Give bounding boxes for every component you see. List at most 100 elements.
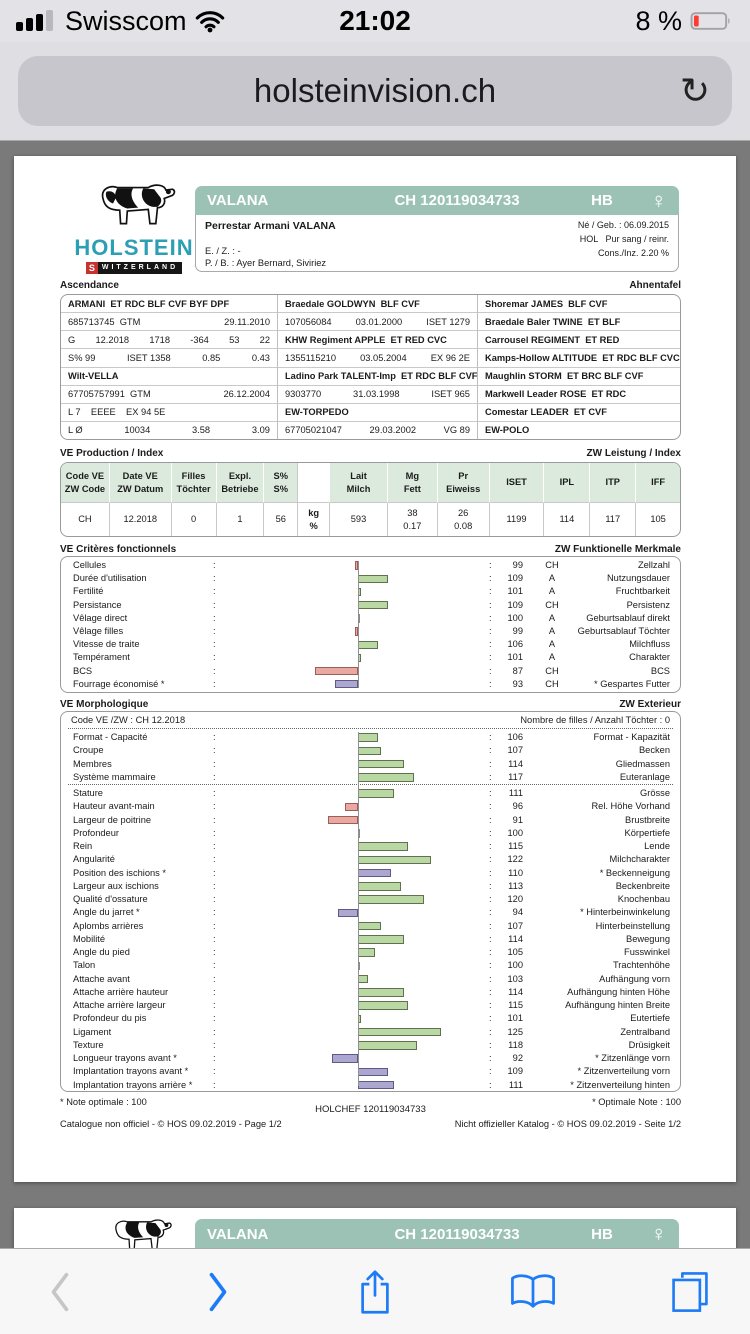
cow-icon bbox=[101, 184, 176, 225]
pedigree-cell: 9303770 31.03.1998 ISET 965 bbox=[278, 386, 477, 404]
pdf-page-2: VALANA CH 120119034733 HB ♀ bbox=[14, 1208, 736, 1248]
pedigree-column: Shoremar JAMES BLF CVF Braedale Baler TWI… bbox=[478, 295, 680, 439]
production-value-cell: 593 bbox=[329, 503, 387, 536]
production-value-cell: 0 bbox=[170, 503, 216, 536]
trait-value: 109 bbox=[507, 599, 523, 610]
trait-label-de: Aufhängung hinten Breite bbox=[565, 1000, 670, 1010]
trait-label-fr: Position des ischions * bbox=[73, 867, 167, 878]
colon: : bbox=[213, 771, 216, 782]
trait-row: Implantation trayons avant *:: 109 * Zitze… bbox=[61, 1065, 680, 1078]
colon: : bbox=[489, 854, 492, 865]
animal-id: CH 120119034733 bbox=[394, 1225, 520, 1243]
trait-value: 101 bbox=[507, 1013, 523, 1024]
trait-row: Hauteur avant-main:: 96 Rel. Höhe Vorhand bbox=[61, 800, 680, 813]
colon: : bbox=[213, 907, 216, 918]
trait-value: 107 bbox=[507, 745, 523, 756]
forward-button[interactable] bbox=[188, 1262, 248, 1322]
cell-line: ZW Code bbox=[64, 483, 106, 494]
trait-label-fr: Stature bbox=[73, 788, 103, 798]
trait-label-fr: Largeur de poitrine bbox=[73, 814, 152, 825]
trait-label-de: * Zitzenverteilung vorn bbox=[577, 1066, 671, 1077]
cell-line: 0.08 bbox=[454, 520, 473, 531]
pedigree-text: ISET 1279 bbox=[426, 316, 470, 327]
cell-line: Lait bbox=[350, 470, 367, 481]
share-button[interactable] bbox=[345, 1262, 405, 1322]
trait-value: 118 bbox=[508, 1039, 523, 1050]
trait-scheme: A bbox=[548, 639, 556, 650]
cell-line: IFF bbox=[651, 477, 666, 488]
production-header-cell bbox=[297, 463, 330, 503]
trait-value: 93 bbox=[512, 678, 523, 689]
trait-label-fr: Tempérament bbox=[73, 652, 130, 663]
trait-row: Vêlage direct:: 100 A Geburtsablauf direkt bbox=[61, 612, 680, 625]
trait-label-de: Geburtsablauf Töchter bbox=[577, 625, 670, 636]
trait-bar bbox=[334, 680, 358, 689]
trait-label-fr: Largeur aux ischions bbox=[73, 880, 159, 891]
production-value-cell: CH bbox=[61, 503, 109, 536]
dotted-divider bbox=[68, 728, 673, 729]
trait-value: 100 bbox=[507, 827, 523, 838]
colon: : bbox=[489, 625, 492, 636]
trait-scheme: A bbox=[548, 612, 556, 623]
status-bar: Swisscom 21:02 8 % bbox=[0, 0, 750, 42]
trait-bar bbox=[315, 666, 358, 676]
trait-row: Rein:: 115 Lende bbox=[61, 840, 680, 853]
colon: : bbox=[489, 1013, 492, 1024]
bookmarks-button[interactable] bbox=[503, 1262, 563, 1322]
trait-value: 114 bbox=[508, 986, 523, 997]
trait-row: Largeur aux ischions:: 113 Beckenbreite bbox=[61, 880, 680, 893]
pedigree-cell: EW-POLO bbox=[478, 422, 680, 439]
trait-value: 107 bbox=[507, 920, 523, 931]
holstein-logo: HOLSTEIN S WITZERLAND bbox=[70, 180, 198, 274]
trait-bar bbox=[358, 868, 391, 878]
pedigree-section-head: Ascendance Ahnentafel bbox=[60, 280, 681, 291]
trait-label-fr: Ligament bbox=[73, 1026, 112, 1037]
trait-bar bbox=[358, 921, 382, 931]
colon: : bbox=[213, 1066, 216, 1077]
trait-label-de: Zentralband bbox=[620, 1026, 670, 1037]
address-bar[interactable]: holsteinvision.ch ↻ bbox=[18, 56, 732, 126]
battery-percent: 8 % bbox=[635, 5, 682, 36]
tabs-button[interactable] bbox=[660, 1262, 720, 1322]
trait-row: Format - Capacité:: 106 Format - Kapazität bbox=[61, 731, 680, 744]
pedigree-cell: G 12.2018 1718 -364 53 22 bbox=[61, 331, 277, 350]
trait-row: Persistance:: 109 CH Persistenz bbox=[61, 599, 680, 612]
colon: : bbox=[489, 665, 492, 676]
trait-bar bbox=[358, 842, 408, 851]
colon: : bbox=[213, 745, 216, 756]
status-right: 8 % bbox=[635, 6, 734, 37]
pedigree-cell: Wilt-VELLA bbox=[61, 368, 277, 386]
colon: : bbox=[489, 801, 492, 812]
trait-value: 99 bbox=[512, 560, 523, 570]
trait-bar bbox=[358, 759, 405, 769]
pedigree-cell: Carrousel REGIMENT ET RED bbox=[478, 331, 680, 350]
colon: : bbox=[489, 678, 492, 689]
reload-icon[interactable]: ↻ bbox=[679, 70, 710, 111]
carrier-label: Swisscom bbox=[65, 5, 187, 36]
colon: : bbox=[213, 894, 216, 904]
pedigree-cell: KHW Regiment APPLE ET RED CVC bbox=[278, 331, 477, 350]
trait-value: 114 bbox=[508, 758, 523, 769]
back-button[interactable] bbox=[30, 1262, 90, 1322]
trait-label-fr: Angle du pied bbox=[73, 947, 130, 957]
trait-value: 96 bbox=[512, 801, 523, 812]
pedigree-text: ISET 965 bbox=[431, 389, 470, 400]
pedigree-cell: Shoremar JAMES BLF CVF bbox=[478, 295, 680, 314]
pedigree-cell: 67705757991 GTM 26.12.2004 bbox=[61, 386, 277, 404]
colon: : bbox=[489, 1053, 492, 1063]
pedigree-cell: EW-TORPEDO bbox=[278, 404, 477, 422]
web-content[interactable]: HOLSTEIN S WITZERLAND VALANA CH 12011903… bbox=[0, 142, 750, 1248]
trait-bar bbox=[358, 733, 378, 742]
production-value-cell: 56 bbox=[263, 503, 297, 536]
trait-label-de: Rel. Höhe Vorhand bbox=[591, 801, 670, 812]
colon: : bbox=[213, 1000, 216, 1010]
trait-label-de: Format - Kapazität bbox=[593, 732, 670, 742]
trait-label-de: Fusswinkel bbox=[624, 947, 670, 957]
pedigree-text: Braedale GOLDWYN BLF CVF bbox=[285, 298, 420, 309]
colon: : bbox=[489, 1066, 492, 1077]
colon: : bbox=[213, 947, 216, 957]
trait-label-fr: Persistance bbox=[73, 599, 122, 610]
pdf-page-1: HOLSTEIN S WITZERLAND VALANA CH 12011903… bbox=[14, 156, 736, 1182]
logo-s: S bbox=[85, 262, 98, 274]
trait-value: 111 bbox=[508, 1079, 523, 1090]
